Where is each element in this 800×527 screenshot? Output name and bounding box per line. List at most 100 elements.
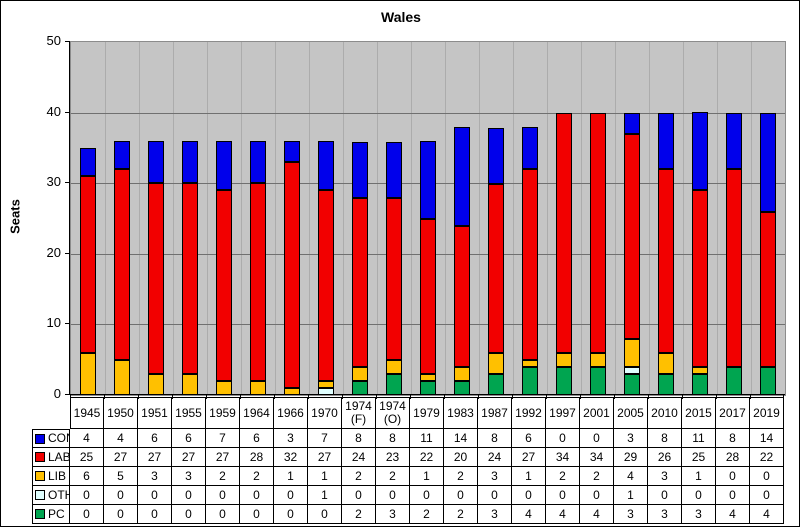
value-cell-lib-1945: 6 <box>70 467 104 486</box>
chart-title: Wales <box>381 9 421 25</box>
value-cell-pc-1970: 0 <box>308 505 342 524</box>
value-cell-lib-1955: 3 <box>172 467 206 486</box>
bar-segment-con-1966 <box>284 141 300 162</box>
year-cell-1992: 1992 <box>512 397 546 429</box>
value-cell-lab-2001: 34 <box>580 448 614 467</box>
year-cell-2001: 2001 <box>580 397 614 429</box>
bar-segment-lab-1983 <box>454 226 470 367</box>
legend-cell-oth: OTH <box>32 486 73 505</box>
value-cell-con-2005: 3 <box>614 429 648 448</box>
bar-1966 <box>284 141 300 395</box>
bar-segment-pc-2005 <box>624 374 640 395</box>
value-cell-oth-1997: 0 <box>546 486 580 505</box>
year-cell-1966: 1966 <box>274 397 308 429</box>
bar-segment-lib-1951 <box>148 374 164 395</box>
bar-segment-con-1950 <box>114 141 130 169</box>
bar-segment-lab-1997 <box>556 113 572 353</box>
gridline-vertical <box>581 42 582 395</box>
value-cell-lab-1983: 20 <box>444 448 478 467</box>
x-axis-tick <box>478 395 479 399</box>
year-cell-1983: 1983 <box>444 397 478 429</box>
bar-segment-con-2005 <box>624 113 640 134</box>
gridline-horizontal <box>71 113 785 114</box>
value-cell-con-1945: 4 <box>70 429 104 448</box>
value-cell-pc-1987: 3 <box>478 505 512 524</box>
bar-2017 <box>726 113 742 395</box>
y-axis-tick <box>65 253 69 254</box>
bar-1945 <box>80 148 96 395</box>
y-axis-tick <box>65 182 69 183</box>
value-cell-lib-2015: 1 <box>682 467 716 486</box>
value-cell-lab-1964: 28 <box>240 448 274 467</box>
y-axis-label: Seats <box>7 199 23 234</box>
value-cell-pc-2001: 4 <box>580 505 614 524</box>
value-cell-lib-2019: 0 <box>750 467 784 486</box>
bar-segment-pc-1979 <box>420 381 436 395</box>
value-cell-con-2015: 11 <box>682 429 716 448</box>
legend-cell-lab: LAB <box>32 448 71 467</box>
value-cell-oth-1987: 0 <box>478 486 512 505</box>
value-cell-pc-1983: 2 <box>444 505 478 524</box>
bar-segment-con-1964 <box>250 141 266 183</box>
legend-swatch-lab <box>35 452 45 462</box>
bar-segment-pc-1974 (O) <box>386 374 402 395</box>
bar-1955 <box>182 141 198 395</box>
year-cell-1979: 1979 <box>410 397 444 429</box>
gridline-vertical <box>275 42 276 395</box>
bar-1983 <box>454 127 470 395</box>
bar-segment-pc-2017 <box>726 367 742 395</box>
y-tick-label: 20 <box>46 245 61 260</box>
legend-cell-pc: PC <box>32 505 70 524</box>
bar-segment-lib-1974 (F) <box>352 367 368 381</box>
bar-segment-lab-2019 <box>760 212 776 367</box>
x-axis-tick <box>308 395 309 399</box>
bar-segment-lib-1955 <box>182 374 198 395</box>
x-axis-tick <box>648 395 649 399</box>
bar-1974 (F) <box>352 142 368 395</box>
gridline-vertical <box>105 42 106 395</box>
x-axis-tick <box>444 395 445 399</box>
value-cell-pc-2005: 3 <box>614 505 648 524</box>
value-cell-lab-2010: 26 <box>648 448 682 467</box>
value-cell-con-2019: 14 <box>750 429 784 448</box>
bar-segment-lib-1950 <box>114 360 130 395</box>
value-cell-oth-1945: 0 <box>70 486 104 505</box>
bar-1987 <box>488 128 504 395</box>
bar-segment-lib-2010 <box>658 353 674 374</box>
plot-area <box>70 41 786 396</box>
value-cell-oth-1974 (F): 0 <box>342 486 376 505</box>
x-axis-tick <box>376 395 377 399</box>
legend-swatch-con <box>35 433 45 444</box>
year-cell-1970: 1970 <box>308 397 342 429</box>
value-cell-oth-2017: 0 <box>716 486 750 505</box>
value-cell-oth-2019: 0 <box>750 486 784 505</box>
bar-segment-lab-1970 <box>318 190 334 381</box>
bar-1950 <box>114 141 130 395</box>
gridline-vertical <box>717 42 718 395</box>
value-cell-pc-1964: 0 <box>240 505 274 524</box>
y-axis-tick <box>65 323 69 324</box>
value-cell-con-1979: 11 <box>410 429 444 448</box>
value-cell-con-1970: 7 <box>308 429 342 448</box>
value-cell-lab-2015: 25 <box>682 448 716 467</box>
bar-segment-lib-1974 (O) <box>386 360 402 374</box>
year-cell-2017: 2017 <box>716 397 750 429</box>
value-cell-con-1974 (F): 8 <box>342 429 376 448</box>
x-axis-tick <box>682 395 683 399</box>
bar-segment-lab-1955 <box>182 183 198 374</box>
bar-segment-lab-2010 <box>658 169 674 353</box>
value-cell-pc-1955: 0 <box>172 505 206 524</box>
gridline-vertical <box>309 42 310 395</box>
value-cell-pc-2015: 3 <box>682 505 716 524</box>
value-cell-lib-1950: 5 <box>104 467 138 486</box>
bar-segment-lab-1964 <box>250 183 266 381</box>
value-cell-lib-2001: 2 <box>580 467 614 486</box>
value-cell-oth-1983: 0 <box>444 486 478 505</box>
bar-segment-lib-1970 <box>318 381 334 388</box>
table-corner-cell <box>32 397 70 429</box>
value-cell-lab-1945: 25 <box>70 448 104 467</box>
bar-segment-lab-1979 <box>420 219 436 374</box>
value-cell-pc-1997: 4 <box>546 505 580 524</box>
y-tick-label: 30 <box>46 174 61 189</box>
bar-2015 <box>692 112 708 395</box>
